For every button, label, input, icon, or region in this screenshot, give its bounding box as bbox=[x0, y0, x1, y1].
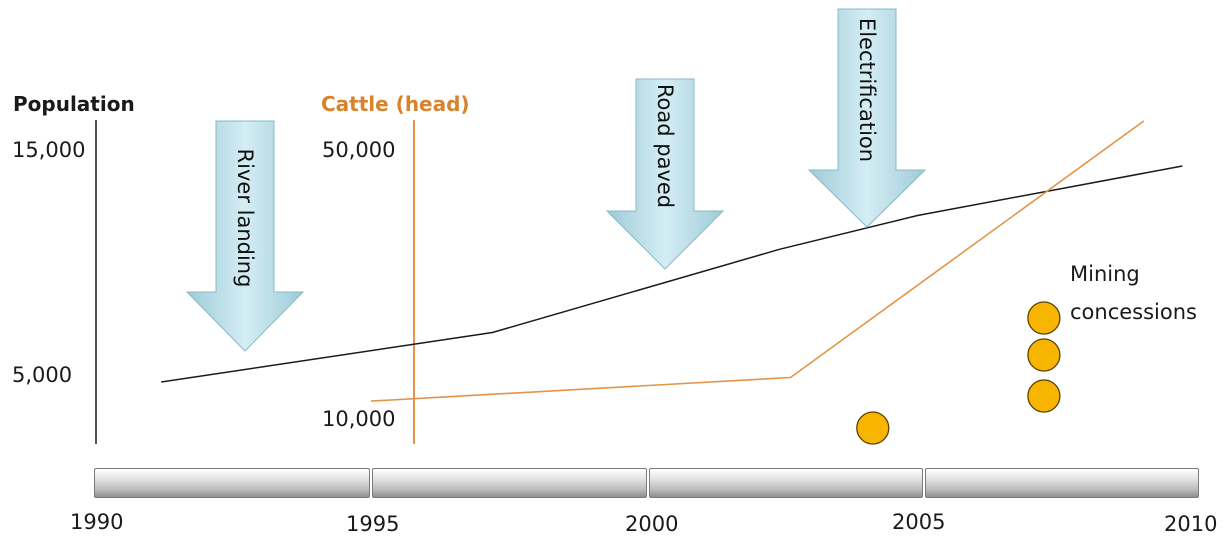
mining-concession-dot bbox=[1027, 338, 1061, 372]
event-label-road-paved: Road paved bbox=[653, 83, 677, 209]
year-label-2010: 2010 bbox=[1164, 512, 1218, 536]
cattle-line bbox=[370, 120, 1145, 402]
timeline-segment-2005-2010 bbox=[925, 468, 1199, 498]
timeline-segment-2000-2005 bbox=[649, 468, 923, 498]
population-tick-5000: 5,000 bbox=[12, 363, 73, 387]
event-arrow-electrification: Electrification bbox=[807, 8, 927, 228]
year-label-2000: 2000 bbox=[625, 512, 679, 536]
year-label-1990: 1990 bbox=[70, 510, 124, 534]
cattle-tick-10000: 10,000 bbox=[322, 407, 396, 431]
mining-concession-dot bbox=[1027, 301, 1061, 335]
timeline-segment-1990-1995 bbox=[94, 468, 370, 498]
timeline-segment-1995-2000 bbox=[372, 468, 647, 498]
mining-label-line1: Mining bbox=[1070, 262, 1140, 286]
down-arrow-icon bbox=[807, 8, 927, 228]
event-label-electrification: Electrification bbox=[855, 17, 879, 163]
series-layer bbox=[161, 120, 1183, 402]
population-tick-15000: 15,000 bbox=[12, 138, 86, 162]
cattle-axis-title: Cattle (head) bbox=[321, 92, 470, 116]
cattle-tick-50000: 50,000 bbox=[322, 138, 396, 162]
population-line bbox=[161, 165, 1183, 383]
population-axis-title: Population bbox=[13, 92, 135, 116]
mining-concession-dot bbox=[1027, 379, 1061, 413]
event-arrow-river-landing: River landing bbox=[185, 120, 305, 352]
mining-dots bbox=[856, 301, 1061, 445]
year-label-2005: 2005 bbox=[892, 510, 946, 534]
event-label-river-landing: River landing bbox=[233, 148, 257, 288]
mining-label-line2: concessions bbox=[1070, 300, 1197, 324]
down-arrow-icon bbox=[185, 120, 305, 352]
down-arrow-icon bbox=[605, 78, 725, 270]
year-label-1995: 1995 bbox=[346, 512, 400, 536]
mining-concession-dot bbox=[856, 411, 890, 445]
event-arrow-road-paved: Road paved bbox=[605, 78, 725, 270]
